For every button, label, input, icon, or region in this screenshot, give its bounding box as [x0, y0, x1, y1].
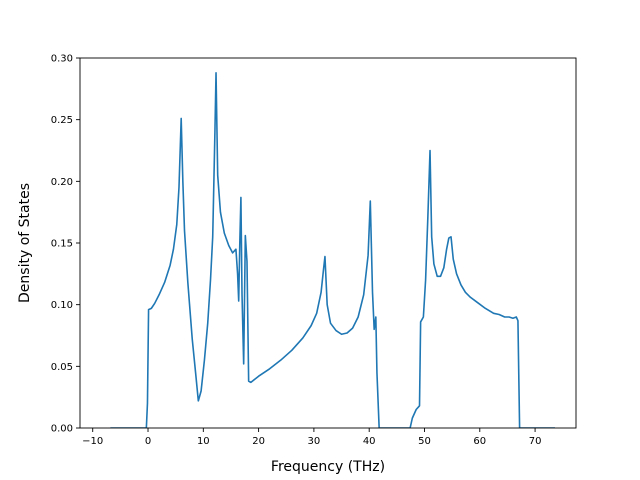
y-tick-label: 0.20	[51, 177, 73, 188]
x-tick-label: −10	[82, 436, 103, 447]
x-tick-label: 10	[197, 436, 210, 447]
dos-series-line-0	[110, 72, 555, 428]
x-tick-label: 60	[473, 436, 486, 447]
x-tick-label: 50	[418, 436, 431, 447]
x-axis-label: Frequency (THz)	[271, 459, 385, 475]
x-tick-label: 20	[252, 436, 265, 447]
y-tick-label: 0.15	[51, 239, 73, 250]
x-tick-label: 40	[363, 436, 376, 447]
x-tick-label: 0	[145, 436, 151, 447]
x-tick-label: 70	[529, 436, 542, 447]
y-tick-label: 0.05	[51, 362, 73, 373]
y-tick-label: 0.25	[51, 115, 73, 126]
x-tick-label: 30	[308, 436, 321, 447]
y-tick-label: 0.10	[51, 300, 73, 311]
plot-frame	[79, 57, 577, 429]
y-tick-label: 0.30	[51, 54, 73, 65]
y-tick-label: 0.00	[51, 424, 73, 435]
y-axis-label: Density of States	[17, 183, 33, 303]
